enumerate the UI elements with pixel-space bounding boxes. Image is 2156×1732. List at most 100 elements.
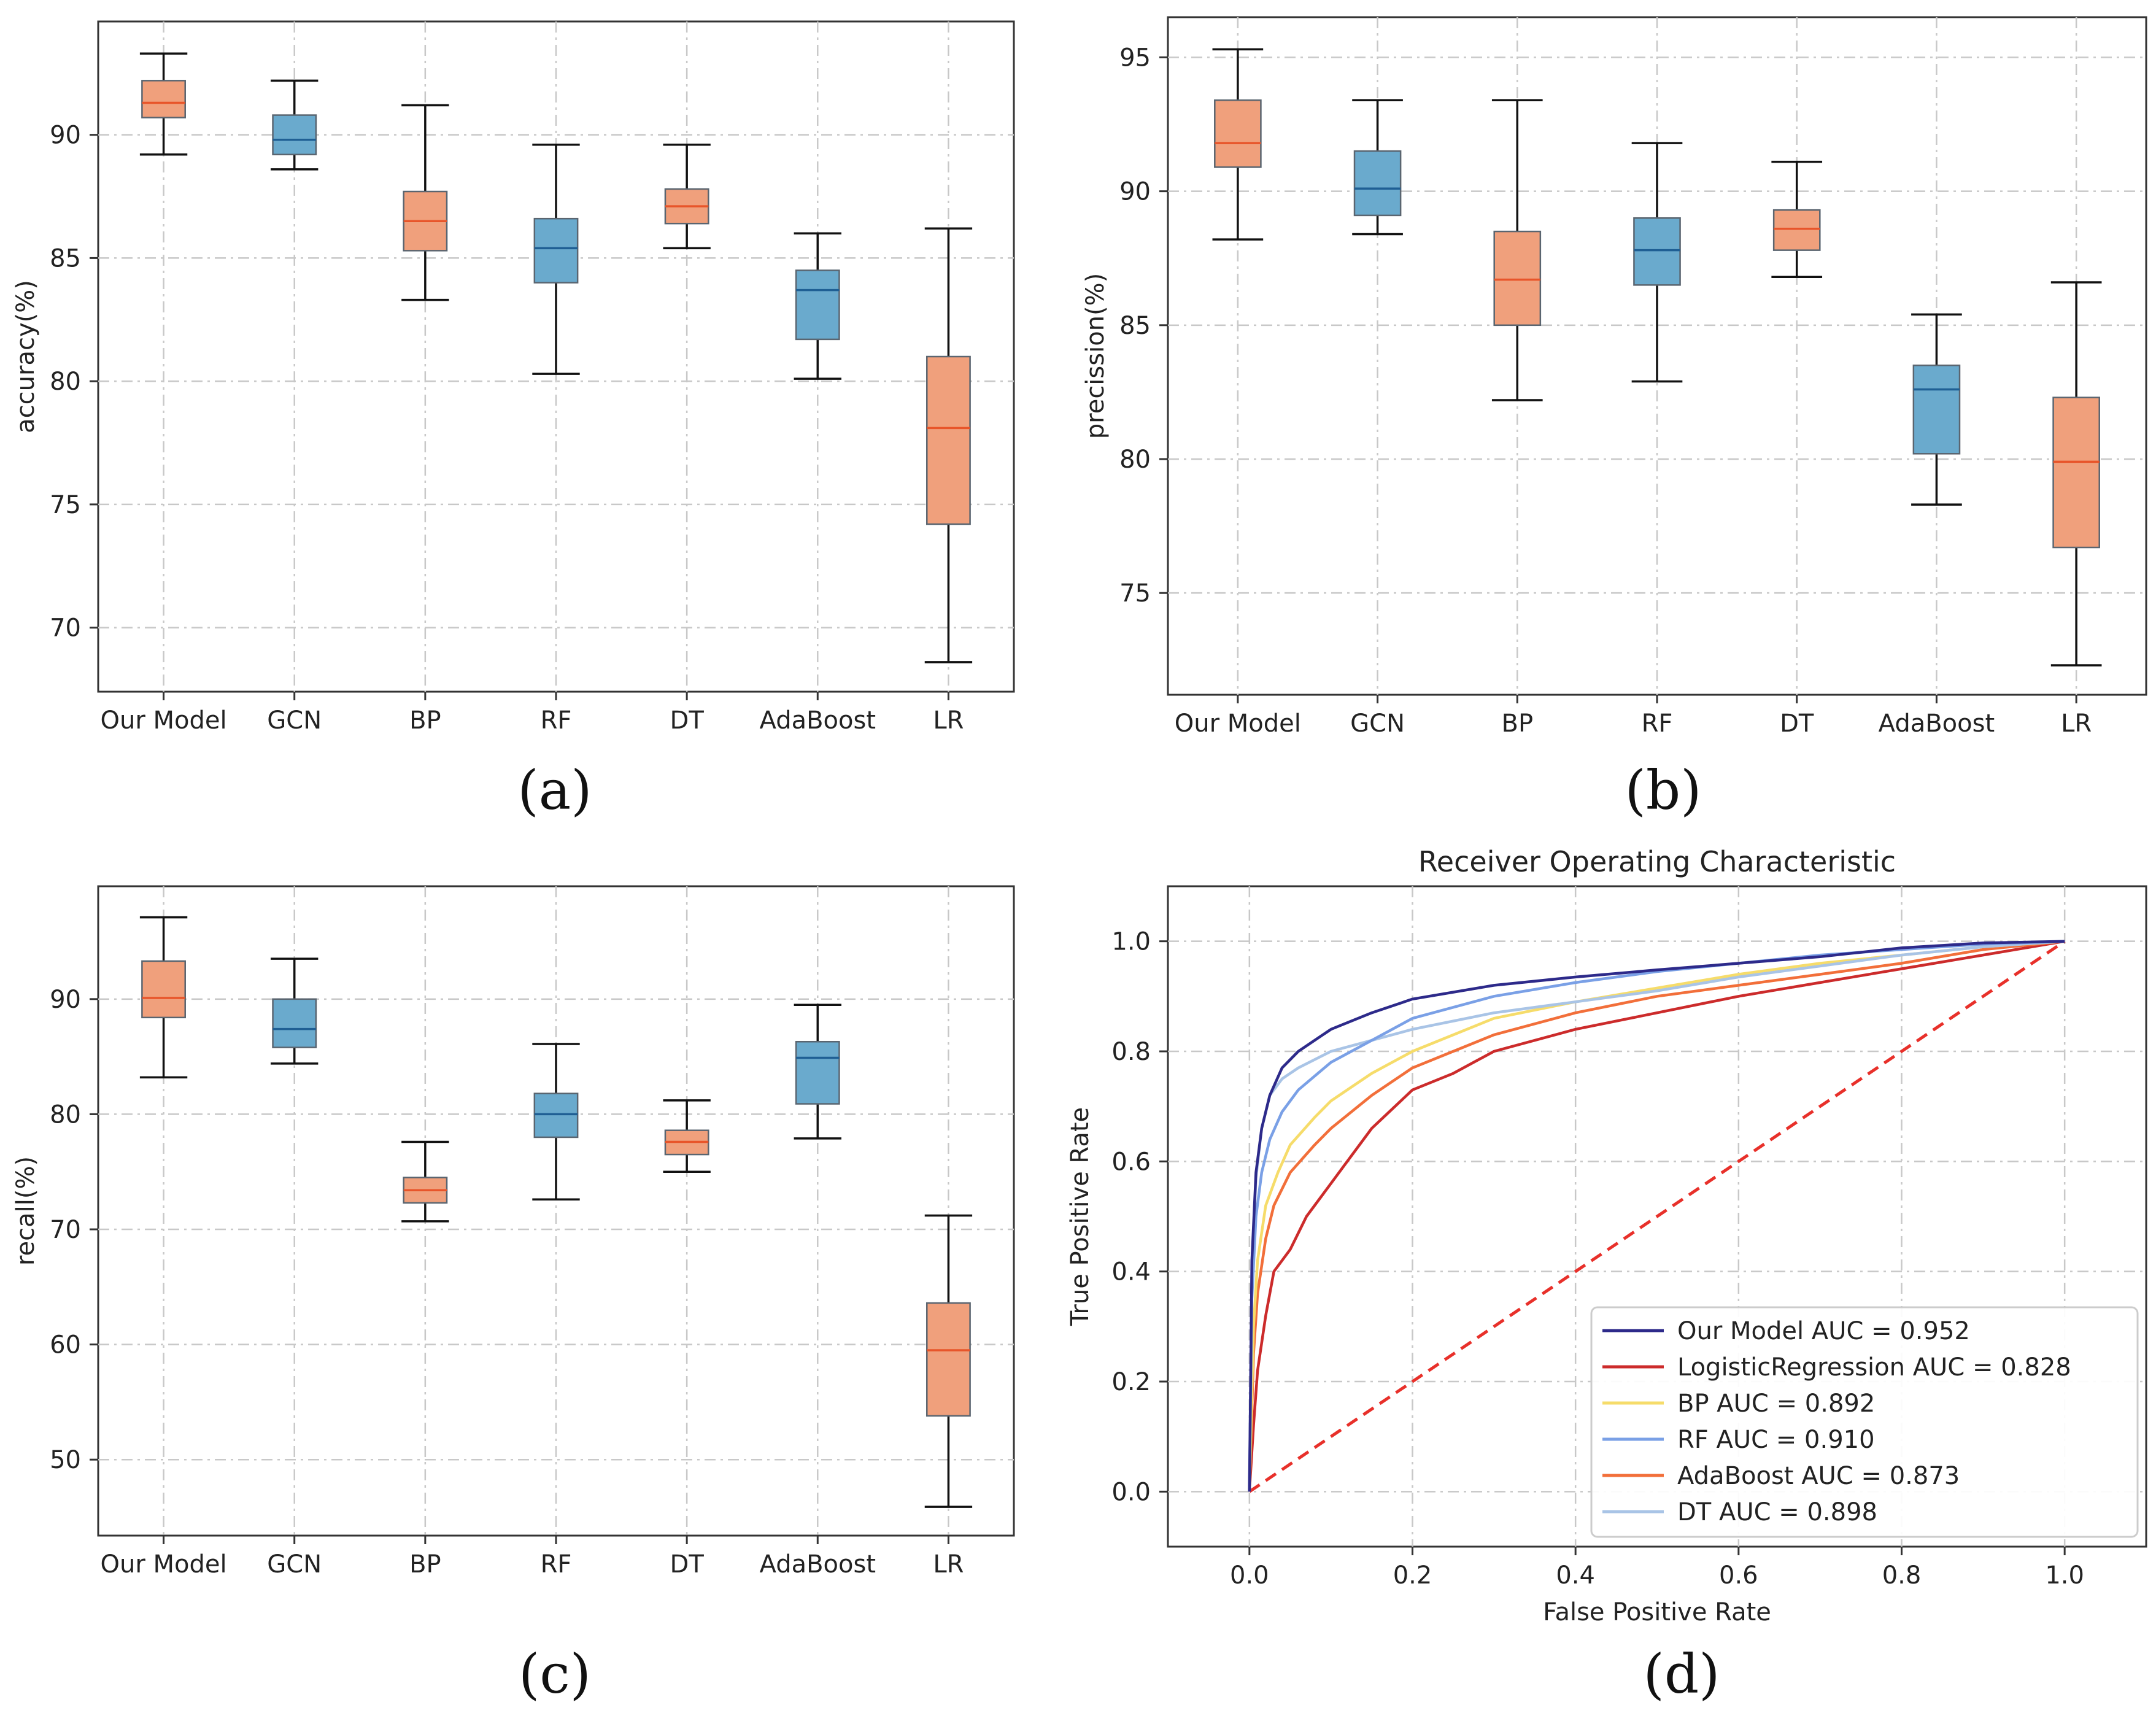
legend: Our Model AUC = 0.952 LogisticRegression …	[1590, 1306, 2139, 1538]
y-tick-label: 0.2	[1111, 1368, 1151, 1396]
roc-line-4	[1248, 940, 2065, 1492]
x-tick-label: 0.8	[1882, 1561, 1922, 1590]
x-tick-label: BP	[409, 1550, 441, 1579]
x-tick-label: 0.2	[1393, 1561, 1432, 1590]
plot-frame	[1167, 885, 2147, 1548]
x-axis-label: False Positive Rate	[1543, 1598, 1771, 1626]
box-gcn	[271, 79, 319, 171]
x-tick-label: RF	[541, 706, 572, 735]
y-tick-label: 80	[50, 1100, 81, 1129]
iqr-box	[1493, 230, 1542, 327]
chart-a: 70 75 80 85 90 Our Model GCN BP RF DT AdaBoost LR ac…	[12, 20, 1015, 822]
box-dt	[663, 143, 711, 250]
x-tick-label: Our Model	[101, 1550, 227, 1579]
iqr-box	[533, 1092, 579, 1139]
x-tick-label: AdaBoost	[760, 1550, 876, 1579]
x-tick-label: Our Model	[1175, 709, 1301, 738]
iqr-box	[141, 80, 186, 118]
box-adaboost	[794, 1003, 841, 1140]
panel-caption: (a)	[517, 759, 592, 822]
iqr-box	[926, 1302, 971, 1417]
y-tick-label: 50	[50, 1446, 81, 1474]
y-tick-label: 95	[1119, 44, 1151, 72]
roc-line-1	[1248, 940, 2065, 1492]
iqr-box	[795, 269, 840, 341]
chart-d: 0.0 0.2 0.4 0.6 0.8 1.0 0.0 0.2 0.4 0.6 0.8 1.0 Rece…	[1066, 845, 2147, 1706]
legend-entry: DT AUC = 0.898	[1677, 1498, 1877, 1526]
box-adaboost	[1911, 313, 1962, 506]
box-rf	[1631, 142, 1683, 383]
x-tick-label: GCN	[1350, 709, 1405, 738]
y-tick-label: 70	[50, 614, 81, 643]
iqr-box	[1353, 150, 1402, 217]
box-bp	[1491, 99, 1543, 401]
iqr-box	[141, 960, 186, 1019]
y-tick-label: 60	[50, 1331, 81, 1359]
y-axis-label: True Positive Rate	[1066, 1107, 1094, 1326]
y-tick-label: 90	[50, 986, 81, 1014]
y-tick-label: 1.0	[1111, 928, 1151, 956]
roc-line-2	[1248, 940, 2065, 1492]
x-tick-label: 0.6	[1719, 1561, 1758, 1590]
y-axis-label: accuracy(%)	[12, 280, 40, 433]
legend-entry: RF AUC = 0.910	[1677, 1426, 1875, 1454]
x-tick-label: LR	[2061, 709, 2092, 738]
panel-caption: (b)	[1625, 759, 1702, 822]
legend-entry: Our Model AUC = 0.952	[1677, 1317, 1970, 1345]
x-tick-label: GCN	[267, 706, 322, 735]
y-tick-label: 90	[50, 122, 81, 150]
iqr-box	[272, 998, 317, 1048]
iqr-box	[1772, 209, 1821, 251]
y-tick-label: 80	[1119, 446, 1151, 474]
iqr-box	[533, 217, 579, 284]
roc-line-0	[1248, 940, 2065, 1492]
y-tick-label: 85	[50, 244, 81, 273]
panel-caption: (d)	[1644, 1642, 1720, 1706]
y-tick-label: 90	[1119, 178, 1151, 206]
legend-entry: LogisticRegression AUC = 0.828	[1677, 1353, 2071, 1382]
x-tick-label: RF	[541, 1550, 572, 1579]
box-dt	[1771, 160, 1823, 279]
x-tick-label: AdaBoost	[760, 706, 876, 735]
x-tick-label: 0.4	[1556, 1561, 1595, 1590]
iqr-box	[926, 355, 971, 525]
y-tick-label: 0.6	[1111, 1148, 1151, 1176]
box-rf	[532, 1043, 580, 1200]
iqr-box	[1912, 365, 1961, 455]
x-tick-label: 0.0	[1230, 1561, 1269, 1590]
iqr-box	[272, 114, 317, 156]
box-lr	[924, 1214, 973, 1508]
box-bp	[401, 1140, 449, 1223]
y-tick-label: 75	[50, 491, 81, 519]
y-tick-label: 75	[1119, 579, 1151, 608]
x-tick-label: AdaBoost	[1879, 709, 1995, 738]
legend-entry: AdaBoost AUC = 0.873	[1677, 1462, 1960, 1490]
x-tick-label: LR	[933, 706, 964, 735]
y-tick-label: 0.4	[1111, 1258, 1151, 1286]
iqr-box	[1633, 217, 1681, 286]
y-axis-label: recall(%)	[12, 1156, 40, 1266]
legend-box	[1590, 1306, 2139, 1538]
iqr-box	[795, 1040, 840, 1105]
x-tick-label: BP	[409, 706, 441, 735]
x-tick-label: Our Model	[101, 706, 227, 735]
box-our-model	[1212, 48, 1264, 241]
x-tick-label: DT	[1780, 709, 1814, 738]
iqr-box	[1214, 99, 1262, 168]
box-bp	[401, 104, 449, 301]
y-tick-label: 70	[50, 1216, 81, 1244]
y-axis-label: precission(%)	[1081, 273, 1110, 439]
chart-b: 75 80 85 90 95 Our Model GCN BP RF DT AdaBoost LR pr…	[1081, 16, 2147, 822]
box-adaboost	[794, 232, 841, 380]
x-tick-label: GCN	[267, 1550, 322, 1579]
chart-c: 50 60 70 80 90 Our Model GCN BP RF DT AdaBoost LR re…	[12, 885, 1015, 1706]
box-our-model	[139, 52, 188, 156]
x-tick-label: DT	[670, 1550, 705, 1579]
chance-diagonal	[1248, 940, 2066, 1493]
y-tick-label: 0.0	[1111, 1478, 1151, 1506]
legend-entry: BP AUC = 0.892	[1677, 1390, 1875, 1418]
x-tick-label: RF	[1642, 709, 1673, 738]
box-lr	[924, 227, 973, 663]
y-tick-label: 85	[1119, 312, 1151, 340]
